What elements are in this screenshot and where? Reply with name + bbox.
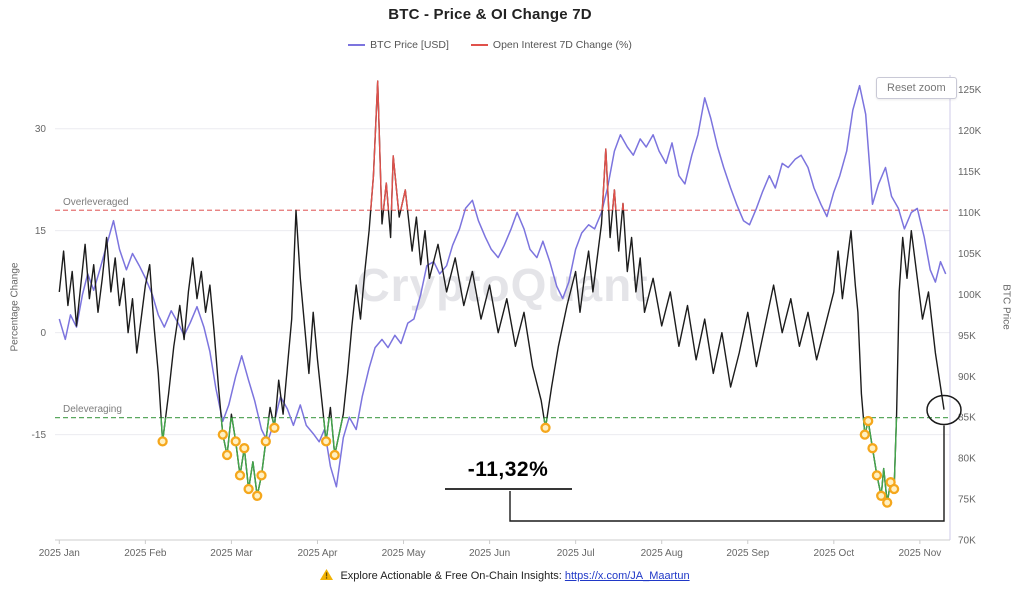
watermark: CryptoQuant [356, 259, 649, 311]
oi-change-line-overleveraged-segment [295, 80, 625, 211]
right-axis-tick-label: 90K [958, 372, 976, 383]
deleveraging-dip-marker [876, 490, 887, 501]
x-axis-tick-label: 2025 Jun [469, 548, 510, 559]
annotation-callout [445, 394, 962, 522]
left-axis-tick-label: 15 [35, 226, 47, 237]
right-axis-tick-label: 95K [958, 331, 976, 342]
open-interest-line-sample [470, 44, 488, 46]
right-axis-tick-label: 80K [958, 454, 976, 465]
deleveraging-label: Deleveraging [63, 404, 122, 415]
deleveraging-dip-marker [256, 470, 267, 481]
warning-icon [320, 569, 334, 580]
right-axis-title: BTC Price [1000, 284, 1012, 330]
left-axis-title: Percentage Change [9, 262, 21, 352]
footer-link[interactable]: https://x.com/JA_Maartun [564, 570, 690, 582]
right-axis-tick-label: 75K [958, 495, 976, 506]
x-axis-tick-label: 2025 May [382, 548, 426, 559]
deleveraging-dip-marker [859, 429, 870, 440]
deleveraging-dip-marker [217, 429, 228, 440]
annotation-circle [926, 394, 962, 426]
deleveraging-dip-marker [863, 415, 874, 427]
right-axis-tick-label: 100K [958, 290, 982, 301]
deleveraging-dip-marker [230, 436, 241, 447]
deleveraging-dip-marker [867, 443, 878, 454]
legend-label-open-interest: Open Interest 7D Change (%) [492, 39, 632, 51]
footer: Explore Actionable & Free On-Chain Insig… [0, 569, 1010, 582]
x-axis-tick-label: 2025 Nov [898, 548, 941, 559]
right-axis-tick-label: 125K [958, 85, 982, 96]
deleveraging-dip-marker [252, 490, 263, 501]
deleveraging-dip-marker [888, 483, 900, 495]
legend-item-btc-price[interactable]: BTC Price [USD] [348, 39, 449, 51]
deleveraging-dip-marker [239, 443, 250, 454]
annotation-connector-line [509, 425, 945, 522]
deleveraging-dip-marker [540, 422, 551, 433]
x-axis-tick-label: 2025 Jul [557, 548, 595, 559]
footer-text: Explore Actionable & Free On-Chain Insig… [340, 570, 562, 582]
left-axis-tick-label: 30 [35, 124, 47, 135]
deleveraging-dip-marker [320, 436, 332, 447]
legend-item-open-interest[interactable]: Open Interest 7D Change (%) [470, 39, 632, 51]
deleveraging-dip-marker [243, 483, 254, 495]
deleveraging-dip-marker [329, 449, 340, 461]
deleveraging-dip-marker [157, 436, 168, 447]
oi-change-line [58, 80, 945, 504]
overleveraged-label: Overleveraged [63, 197, 129, 208]
right-axis-tick-label: 70K [958, 536, 976, 547]
right-axis-tick-label: 120K [958, 126, 982, 137]
left-axis-tick-label: 0 [40, 328, 46, 339]
legend-label-btc-price: BTC Price [USD] [370, 39, 449, 51]
oi-change-line-deleveraging-segment [160, 417, 898, 504]
reset-zoom-button[interactable]: Reset zoom [876, 77, 957, 99]
deleveraging-dip-marker [234, 470, 246, 481]
x-axis-tick-label: 2025 Oct [814, 548, 855, 559]
legend: BTC Price [USD] Open Interest 7D Change … [0, 39, 980, 51]
right-axis-tick-label: 115K [958, 167, 981, 178]
x-axis-tick-label: 2025 Sep [726, 548, 769, 559]
deleveraging-dip-marker [871, 470, 883, 481]
deleveraging-dip-marker [260, 436, 271, 447]
x-axis-tick-label: 2025 Mar [210, 548, 253, 559]
left-axis-tick-label: -15 [32, 430, 47, 441]
x-axis-tick-label: 2025 Feb [124, 548, 167, 559]
annotation-value-label: -11,32% [467, 458, 549, 481]
deleveraging-dip-marker [221, 449, 233, 461]
x-axis-tick-label: 2025 Jan [39, 548, 80, 559]
btc-price-line [58, 84, 947, 488]
right-axis-tick-label: 105K [958, 249, 982, 260]
deleveraging-dip-marker [269, 422, 280, 433]
x-axis-tick-label: 2025 Aug [641, 548, 683, 559]
x-axis-tick-label: 2025 Apr [297, 548, 338, 559]
right-axis-tick-label: 85K [958, 413, 976, 424]
right-axis-tick-label: 110K [958, 208, 981, 219]
deleveraging-dip-marker [882, 497, 893, 508]
btc-price-line-sample [348, 44, 366, 46]
chart-title: BTC - Price & OI Change 7D [388, 6, 592, 23]
